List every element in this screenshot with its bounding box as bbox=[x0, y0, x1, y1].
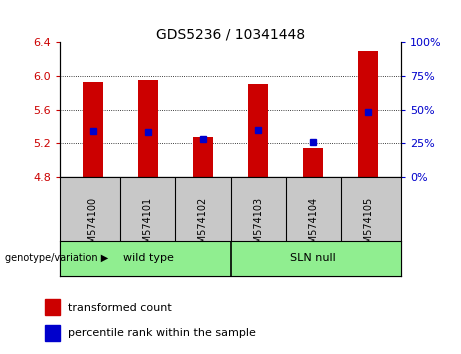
Title: GDS5236 / 10341448: GDS5236 / 10341448 bbox=[156, 27, 305, 41]
Text: GSM574104: GSM574104 bbox=[308, 197, 318, 256]
Bar bbox=[45, 299, 60, 315]
Bar bbox=[138, 80, 158, 177]
Text: wild type: wild type bbox=[123, 253, 173, 263]
Bar bbox=[193, 137, 213, 177]
Bar bbox=[303, 148, 323, 177]
Bar bbox=[248, 84, 268, 177]
Bar bbox=[359, 51, 378, 177]
Text: GSM574103: GSM574103 bbox=[253, 197, 263, 256]
Text: transformed count: transformed count bbox=[68, 303, 171, 313]
Bar bbox=[83, 82, 103, 177]
Text: genotype/variation ▶: genotype/variation ▶ bbox=[5, 253, 108, 263]
Text: GSM574105: GSM574105 bbox=[363, 197, 373, 256]
Text: SLN null: SLN null bbox=[290, 253, 336, 263]
Text: percentile rank within the sample: percentile rank within the sample bbox=[68, 328, 256, 338]
Bar bbox=[45, 325, 60, 341]
Text: GSM574100: GSM574100 bbox=[88, 197, 98, 256]
Text: GSM574102: GSM574102 bbox=[198, 197, 208, 256]
Text: GSM574101: GSM574101 bbox=[143, 197, 153, 256]
